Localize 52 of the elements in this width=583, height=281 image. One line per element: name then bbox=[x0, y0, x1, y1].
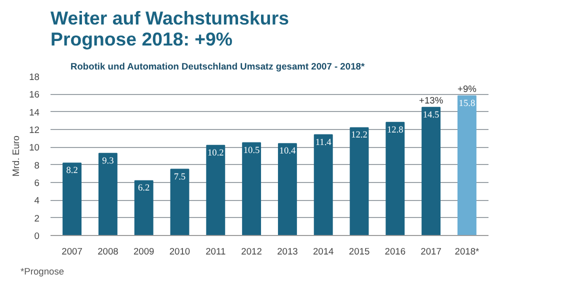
y-tick-label: 2 bbox=[34, 213, 40, 224]
bar bbox=[134, 180, 154, 236]
data-label: 7.5 bbox=[174, 172, 186, 182]
x-tick-label: 2013 bbox=[277, 246, 298, 256]
bar bbox=[314, 134, 333, 236]
bar bbox=[422, 106, 441, 236]
y-tick-label: 16 bbox=[29, 90, 40, 100]
bar bbox=[350, 127, 369, 236]
x-tick-label: 2010 bbox=[169, 246, 190, 256]
bar bbox=[62, 162, 82, 236]
data-label: 14.5 bbox=[422, 110, 440, 120]
data-label: 11.4 bbox=[315, 138, 332, 148]
y-tick-label: 10 bbox=[29, 142, 40, 153]
y-tick-label: 18 bbox=[29, 72, 40, 82]
data-label: 12.8 bbox=[386, 125, 404, 136]
x-tick-label: 2014 bbox=[312, 246, 334, 256]
y-tick-label: 6 bbox=[34, 178, 40, 188]
data-label: 10.4 bbox=[279, 146, 296, 157]
y-tick-label: 14 bbox=[29, 107, 40, 118]
y-axis-title: Mrd. Euro bbox=[11, 136, 22, 176]
y-tick-label: 0 bbox=[34, 231, 40, 241]
data-label: 9.3 bbox=[102, 156, 114, 166]
x-tick-label: 2012 bbox=[241, 246, 262, 256]
x-tick-label: 2008 bbox=[98, 246, 118, 256]
bar bbox=[278, 143, 297, 236]
y-tick-label: 12 bbox=[29, 125, 40, 135]
x-tick-label: 2016 bbox=[384, 246, 406, 256]
x-tick-label: 2007 bbox=[62, 246, 82, 256]
text: *Prognose bbox=[20, 266, 64, 276]
annotation: +13% bbox=[419, 95, 444, 106]
data-label: 6.2 bbox=[138, 184, 150, 194]
bar bbox=[386, 122, 405, 236]
data-label: 10.5 bbox=[243, 146, 260, 156]
annotation: +9% bbox=[457, 84, 476, 94]
x-tick-label: 2011 bbox=[206, 246, 226, 256]
bar bbox=[242, 142, 262, 236]
bar bbox=[206, 144, 226, 236]
data-label: 8.2 bbox=[66, 166, 78, 176]
bar bbox=[170, 168, 190, 236]
data-label: 10.2 bbox=[207, 148, 224, 158]
data-label: 12.2 bbox=[351, 130, 368, 141]
bar bbox=[457, 95, 476, 236]
chart-subtitle: Robotik und Automation Deutschland Umsatz gesamt 2007 - 2018* bbox=[70, 62, 365, 72]
y-tick-label: 4 bbox=[34, 196, 40, 206]
x-tick-label: 2015 bbox=[348, 246, 370, 256]
chart-title: Weiter auf Wachstumskurs Prognose 2018: +9% bbox=[50, 8, 289, 50]
x-tick-label: 2009 bbox=[133, 246, 154, 256]
bar bbox=[98, 152, 118, 236]
y-tick-label: 8 bbox=[34, 160, 40, 170]
data-label: 15.8 bbox=[458, 98, 476, 109]
x-tick-label: 2018* bbox=[454, 246, 480, 256]
x-tick-label: 2017 bbox=[420, 246, 442, 256]
